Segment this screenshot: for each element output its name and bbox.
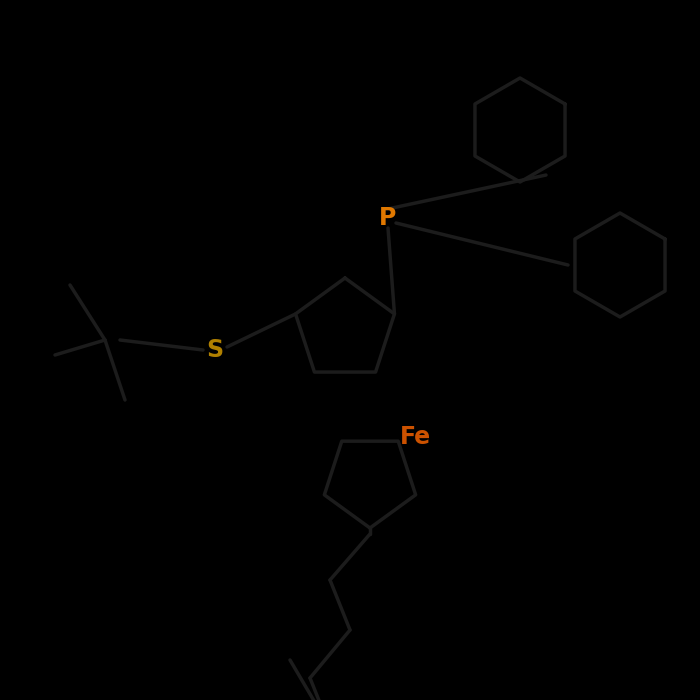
- Text: S: S: [206, 338, 223, 362]
- Text: Fe: Fe: [400, 425, 430, 449]
- Text: P: P: [379, 206, 397, 230]
